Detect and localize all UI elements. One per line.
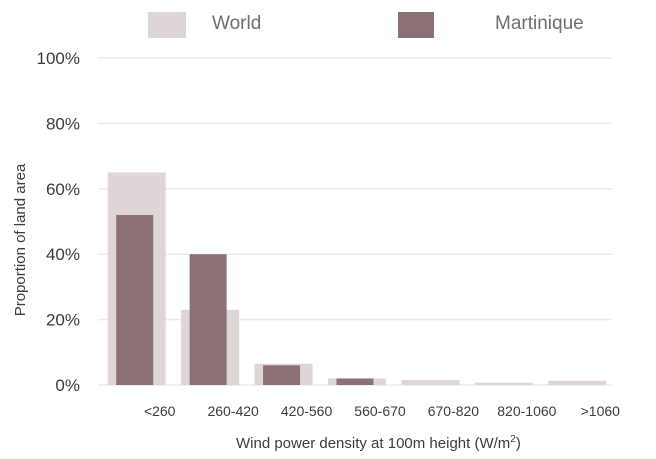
y-tick-labels: 0% 20% 40% 60% 80% 100% [37, 49, 80, 395]
x-tick-label: 820-1060 [497, 403, 556, 419]
x-tick-label: >1060 [581, 403, 621, 419]
bar-martinique [336, 378, 374, 385]
x-tick-label: 560-670 [354, 403, 406, 419]
legend-swatch-world [148, 12, 186, 38]
bar-world [548, 380, 607, 385]
x-axis-title-sup: 2 [510, 434, 516, 445]
bar-martinique [263, 365, 301, 385]
legend-label-world: World [212, 13, 261, 34]
y-tick-label: 0% [55, 376, 80, 395]
x-axis-title-end: ) [516, 435, 521, 452]
y-tick-label: 80% [46, 114, 80, 133]
martinique-bars [116, 214, 374, 385]
x-axis-title: Wind power density at 100m height (W/m2) [236, 434, 521, 452]
legend-label-martinique: Martinique [495, 13, 584, 34]
x-tick-label: 420-560 [281, 403, 333, 419]
bar-martinique [116, 214, 154, 385]
x-tick-label: 670-820 [428, 403, 480, 419]
bar-martinique [189, 254, 227, 385]
gridlines [98, 57, 612, 386]
y-tick-label: 100% [37, 49, 80, 68]
x-axis-title-main: Wind power density at 100m height (W/m [236, 435, 510, 452]
x-tick-labels: <260 260-420 420-560 560-670 670-820 820-1060… [144, 403, 620, 419]
y-tick-label: 40% [46, 245, 80, 264]
y-tick-label: 60% [46, 180, 80, 199]
x-tick-label: 260-420 [207, 403, 259, 419]
x-tick-label: <260 [144, 403, 176, 419]
bar-world [474, 382, 533, 385]
world-bars [107, 172, 607, 385]
legend-swatch-martinique [398, 12, 434, 38]
y-axis-title: Proportion of land area [12, 163, 29, 316]
legend: World Martinique [148, 12, 584, 38]
bar-world [401, 380, 460, 385]
y-tick-label: 20% [46, 311, 80, 330]
